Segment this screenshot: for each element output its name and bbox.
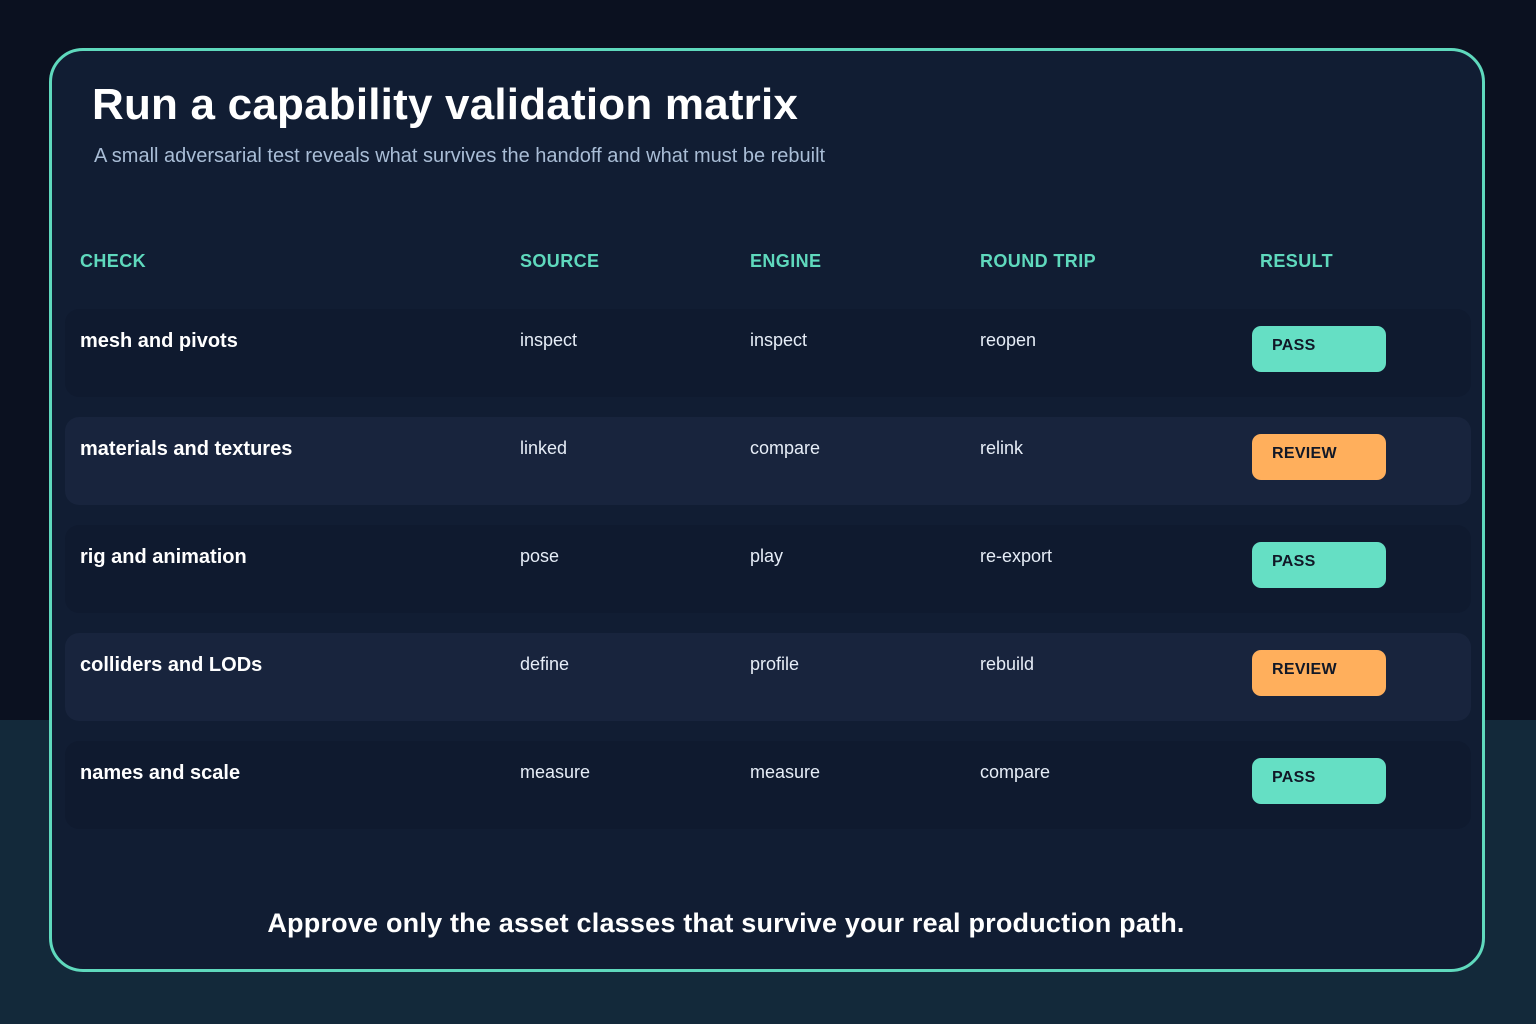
- table-row: mesh and pivots inspect inspect reopen P…: [65, 309, 1471, 397]
- round-trip-cell: relink: [980, 438, 1024, 458]
- source-cell: measure: [520, 762, 591, 782]
- matrix-card: [49, 48, 1485, 972]
- round-trip-cell: compare: [980, 762, 1051, 782]
- column-header-result: RESULT: [1260, 251, 1334, 271]
- column-header-engine: ENGINE: [750, 251, 822, 271]
- check-cell: rig and animation: [80, 546, 247, 568]
- engine-cell: profile: [750, 654, 800, 674]
- engine-cell: inspect: [750, 330, 808, 350]
- engine-cell: compare: [750, 438, 821, 458]
- round-trip-cell: reopen: [980, 330, 1037, 350]
- result-badge: REVIEW: [1252, 434, 1386, 480]
- column-header-round-trip: ROUND TRIP: [980, 251, 1096, 271]
- check-cell: colliders and LODs: [80, 654, 263, 676]
- result-badge: REVIEW: [1252, 650, 1386, 696]
- table-row: materials and textures linked compare re…: [65, 417, 1471, 505]
- table-row: names and scale measure measure compare …: [65, 741, 1471, 829]
- table-row: rig and animation pose play re-export PA…: [65, 525, 1471, 613]
- check-cell: mesh and pivots: [80, 330, 238, 352]
- source-cell: linked: [520, 438, 568, 458]
- check-cell: materials and textures: [80, 438, 293, 460]
- column-header-source: SOURCE: [520, 251, 600, 271]
- result-badge: PASS: [1252, 542, 1386, 588]
- source-cell: define: [520, 654, 570, 674]
- column-header-check: CHECK: [80, 251, 147, 271]
- round-trip-cell: rebuild: [980, 654, 1035, 674]
- engine-cell: measure: [750, 762, 821, 782]
- engine-cell: play: [750, 546, 784, 566]
- source-cell: pose: [520, 546, 560, 566]
- table-row: colliders and LODs define profile rebuil…: [65, 633, 1471, 721]
- result-badge: PASS: [1252, 326, 1386, 372]
- page-title: Run a capability validation matrix: [92, 80, 799, 129]
- page-subtitle: A small adversarial test reveals what su…: [94, 145, 826, 167]
- check-cell: names and scale: [80, 762, 241, 784]
- round-trip-cell: re-export: [980, 546, 1053, 566]
- footer-note: Approve only the asset classes that surv…: [267, 908, 1185, 938]
- source-cell: inspect: [520, 330, 578, 350]
- result-badge: PASS: [1252, 758, 1386, 804]
